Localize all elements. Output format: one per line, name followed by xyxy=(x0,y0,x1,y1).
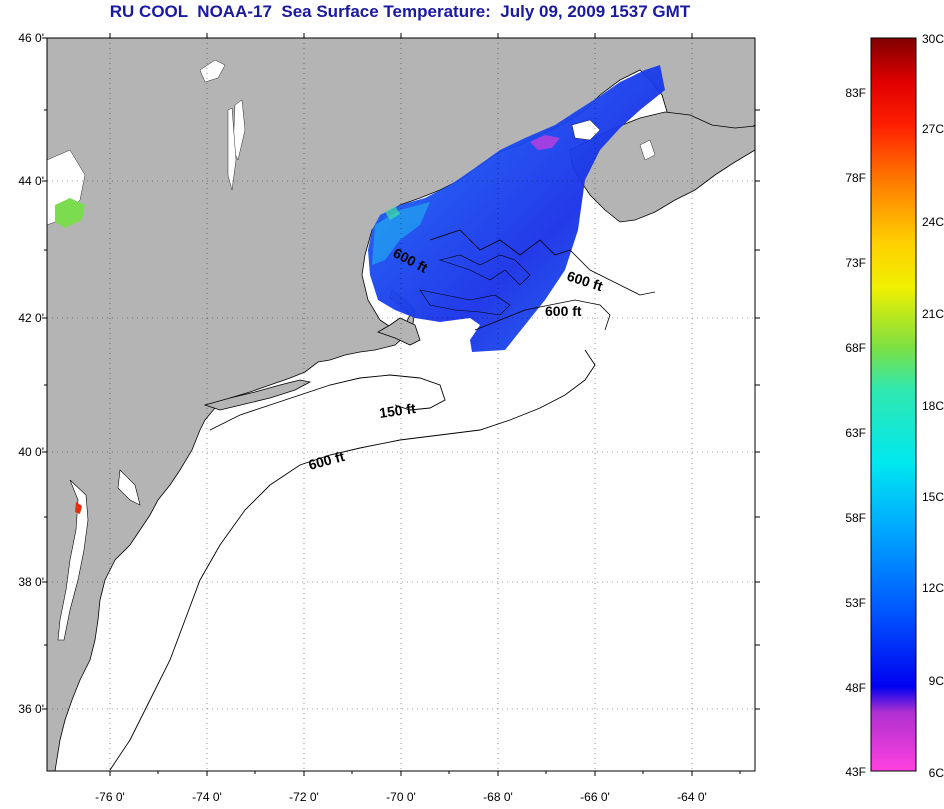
lon-label-74: -74 0' xyxy=(192,790,222,804)
contour-label-600ft-3: 600 ft xyxy=(545,303,582,319)
bathymetry-contour-600ft-outer xyxy=(109,349,596,771)
inland-lake-1 xyxy=(199,59,226,83)
lon-label-72: -72 0' xyxy=(289,790,319,804)
land-nova-scotia xyxy=(569,111,755,223)
cloud-patch xyxy=(571,119,601,141)
bathymetry-contour-600ft-gulf xyxy=(429,229,656,296)
bathymetry-contour-600ft-shelf xyxy=(474,299,611,331)
axis-ticks xyxy=(42,33,760,776)
lat-label-42: 42 0' xyxy=(18,311,44,325)
colorbar-label-30c: 30C xyxy=(921,32,944,46)
lake-champlain xyxy=(227,107,237,191)
sst-cold-patch xyxy=(530,135,560,150)
lat-label-44: 44 0' xyxy=(18,174,44,188)
land-cape-cod xyxy=(377,317,421,346)
lat-label-36: 36 0' xyxy=(18,702,44,716)
colorbar-label-63f: 63F xyxy=(845,426,866,440)
colorbar-label-27c: 27C xyxy=(921,122,944,136)
colorbar-label-53f: 53F xyxy=(845,596,866,610)
colorbar-label-48f: 48F xyxy=(845,681,866,695)
bathymetry-contour-inner xyxy=(438,254,531,286)
colorbar-label-24c: 24C xyxy=(921,215,944,229)
contour-label-150ft: 150 ft xyxy=(378,400,417,421)
sst-warm-speck xyxy=(385,206,400,220)
colorbar xyxy=(870,37,917,772)
colorbar-label-78f: 78F xyxy=(845,171,866,185)
delaware-bay xyxy=(117,469,141,506)
lat-label-46: 46 0' xyxy=(18,31,44,45)
colorbar-label-21c: 21C xyxy=(921,307,944,321)
lon-label-68: -68 0' xyxy=(483,790,513,804)
colorbar-label-9c: 9C xyxy=(928,674,944,688)
colorbar-label-18c: 18C xyxy=(921,399,944,413)
land-long-island xyxy=(203,379,312,411)
lon-label-76: -76 0' xyxy=(95,790,125,804)
graticule xyxy=(47,38,755,771)
colorbar-label-58f: 58F xyxy=(845,511,866,525)
colorbar-label-6c: 6C xyxy=(928,766,944,780)
bathymetry-contour-150ft xyxy=(209,374,446,431)
lake-sst-patch xyxy=(55,198,85,228)
bathymetry-contour-inner-2 xyxy=(419,289,511,316)
colorbar-label-15c: 15C xyxy=(921,490,944,504)
chesapeake-bay xyxy=(57,479,89,641)
lon-label-70: -70 0' xyxy=(386,790,416,804)
colorbar-label-43f: 43F xyxy=(845,765,866,779)
map-title: RU COOL NOAA-17 Sea Surface Temperature:… xyxy=(109,2,691,21)
inland-lake-4 xyxy=(639,139,656,161)
colorbar-label-12c: 12C xyxy=(921,581,944,595)
lon-label-66: -66 0' xyxy=(580,790,610,804)
colorbar-label-68f: 68F xyxy=(845,341,866,355)
colorbar-label-83f: 83F xyxy=(845,86,866,100)
lat-label-38: 38 0' xyxy=(18,575,44,589)
lat-label-40: 40 0' xyxy=(18,445,44,459)
colorbar-label-73f: 73F xyxy=(845,256,866,270)
river-sst-patch xyxy=(75,502,82,514)
lon-label-64: -64 0' xyxy=(677,790,707,804)
